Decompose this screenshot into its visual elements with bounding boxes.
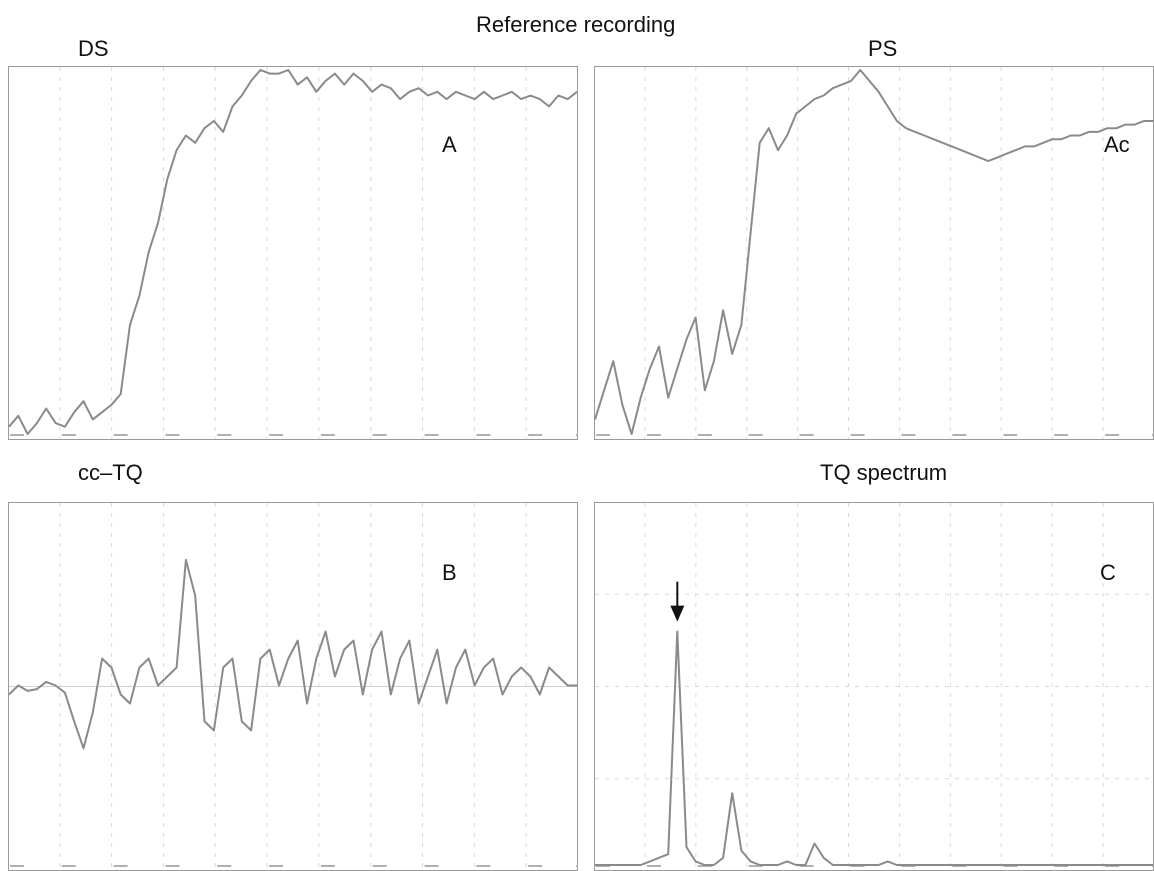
panel-title-tq-spectrum: TQ spectrum — [820, 460, 948, 485]
chart-cctq — [8, 502, 578, 871]
peak-arrow-icon — [670, 581, 685, 622]
plot-frame — [594, 66, 1154, 440]
panel-title-cctq: cc–TQ — [78, 460, 143, 485]
panel-ds: A — [8, 66, 578, 440]
figure-title: Reference recording — [476, 12, 676, 37]
chart-ps — [594, 66, 1154, 440]
panel-letter-a: A — [442, 132, 457, 157]
panel-title-ds: DS — [78, 36, 109, 61]
panel-title-ps: PS — [868, 36, 898, 61]
panel-letter-c: C — [1100, 560, 1116, 585]
panel-letter-b: B — [442, 560, 457, 585]
panel-ps: Ac — [594, 66, 1154, 440]
series-line — [594, 69, 1153, 435]
panel-tq-spectrum: C — [594, 502, 1154, 871]
series-line — [595, 630, 1153, 866]
panel-cctq: B — [8, 502, 578, 871]
panel-letter-ac: Ac — [1104, 132, 1130, 157]
series-line — [8, 69, 578, 435]
series-line — [8, 558, 577, 750]
chart-tq-spectrum — [594, 502, 1154, 871]
chart-ds — [8, 66, 578, 440]
plot-frame — [8, 66, 578, 440]
